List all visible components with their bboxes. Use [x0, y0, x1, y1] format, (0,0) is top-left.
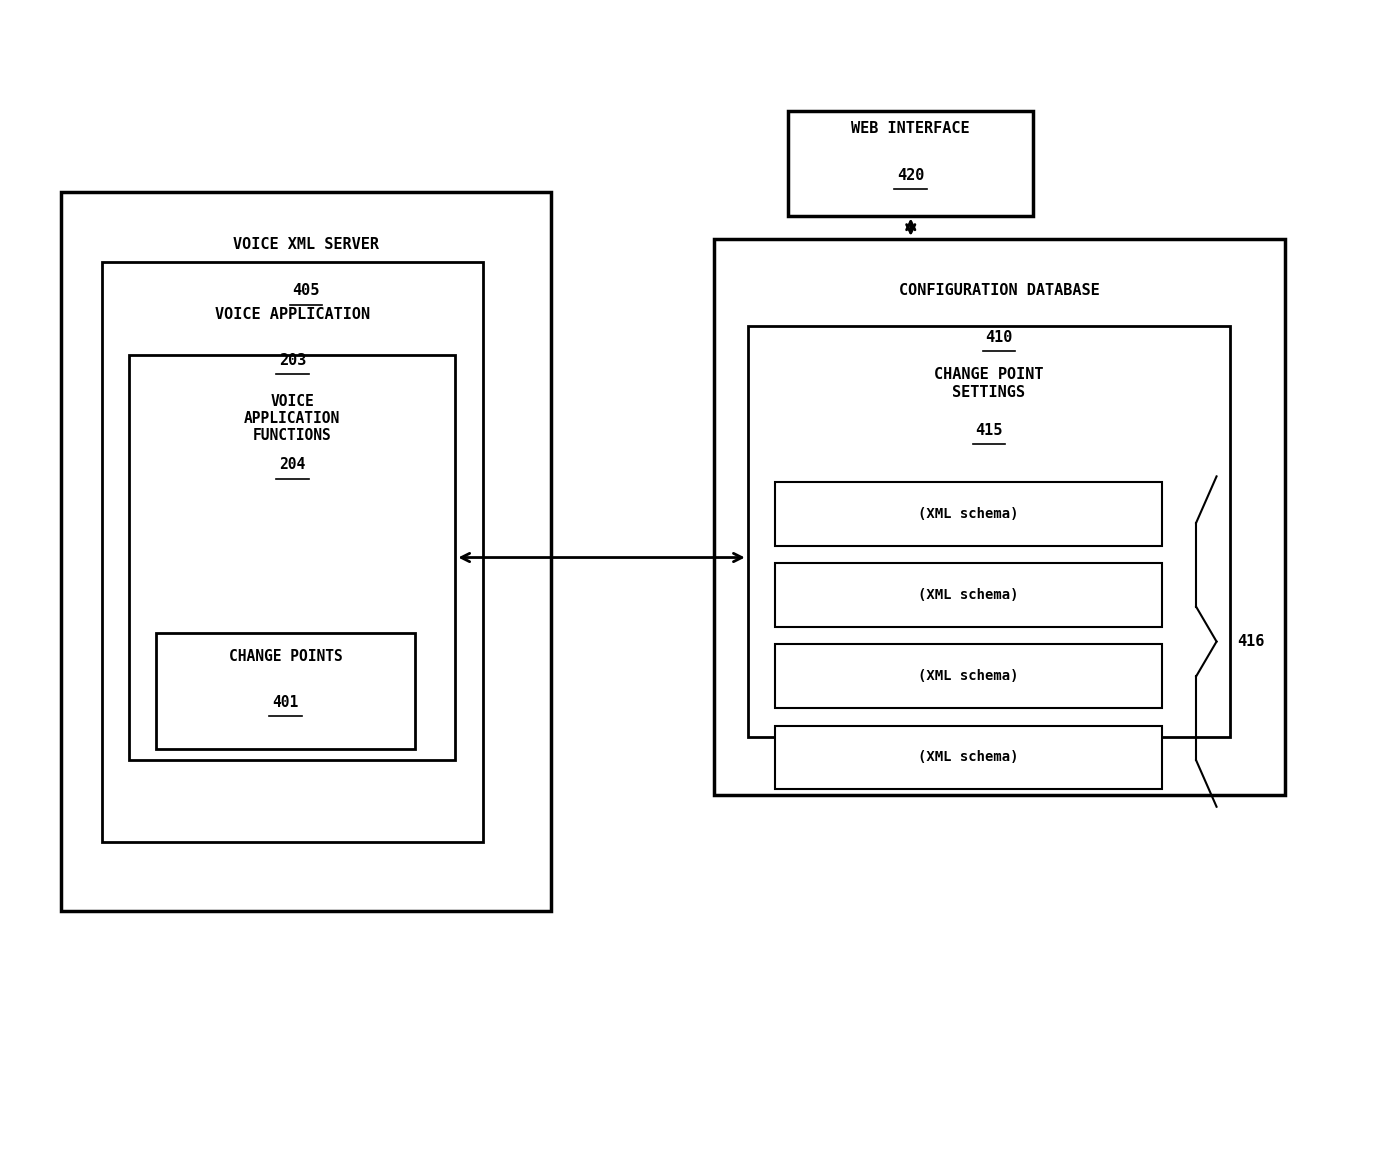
FancyBboxPatch shape [102, 262, 483, 841]
Text: 204: 204 [279, 457, 305, 473]
Text: 410: 410 [986, 330, 1013, 345]
Text: VOICE APPLICATION: VOICE APPLICATION [214, 306, 369, 321]
FancyBboxPatch shape [774, 482, 1162, 545]
Text: 420: 420 [897, 168, 924, 183]
FancyBboxPatch shape [714, 239, 1285, 795]
Text: 415: 415 [975, 422, 1002, 438]
FancyBboxPatch shape [157, 633, 415, 748]
Text: VOICE XML SERVER: VOICE XML SERVER [233, 237, 379, 252]
FancyBboxPatch shape [62, 192, 551, 911]
Text: (XML schema): (XML schema) [919, 670, 1019, 684]
Text: VOICE
APPLICATION
FUNCTIONS: VOICE APPLICATION FUNCTIONS [244, 393, 341, 443]
Text: (XML schema): (XML schema) [919, 588, 1019, 602]
Text: (XML schema): (XML schema) [919, 751, 1019, 765]
Text: CHANGE POINT
SETTINGS: CHANGE POINT SETTINGS [934, 367, 1043, 400]
FancyBboxPatch shape [774, 563, 1162, 628]
Text: CHANGE POINTS: CHANGE POINTS [229, 649, 342, 664]
FancyBboxPatch shape [774, 644, 1162, 708]
FancyBboxPatch shape [788, 111, 1032, 216]
FancyBboxPatch shape [129, 354, 456, 760]
Text: 203: 203 [279, 353, 306, 368]
FancyBboxPatch shape [748, 326, 1230, 737]
Text: CONFIGURATION DATABASE: CONFIGURATION DATABASE [899, 284, 1100, 298]
FancyBboxPatch shape [774, 726, 1162, 789]
Text: 405: 405 [292, 284, 320, 298]
Text: 416: 416 [1237, 635, 1265, 649]
Text: 401: 401 [272, 694, 299, 710]
Text: WEB INTERFACE: WEB INTERFACE [851, 121, 971, 136]
Text: (XML schema): (XML schema) [919, 507, 1019, 521]
